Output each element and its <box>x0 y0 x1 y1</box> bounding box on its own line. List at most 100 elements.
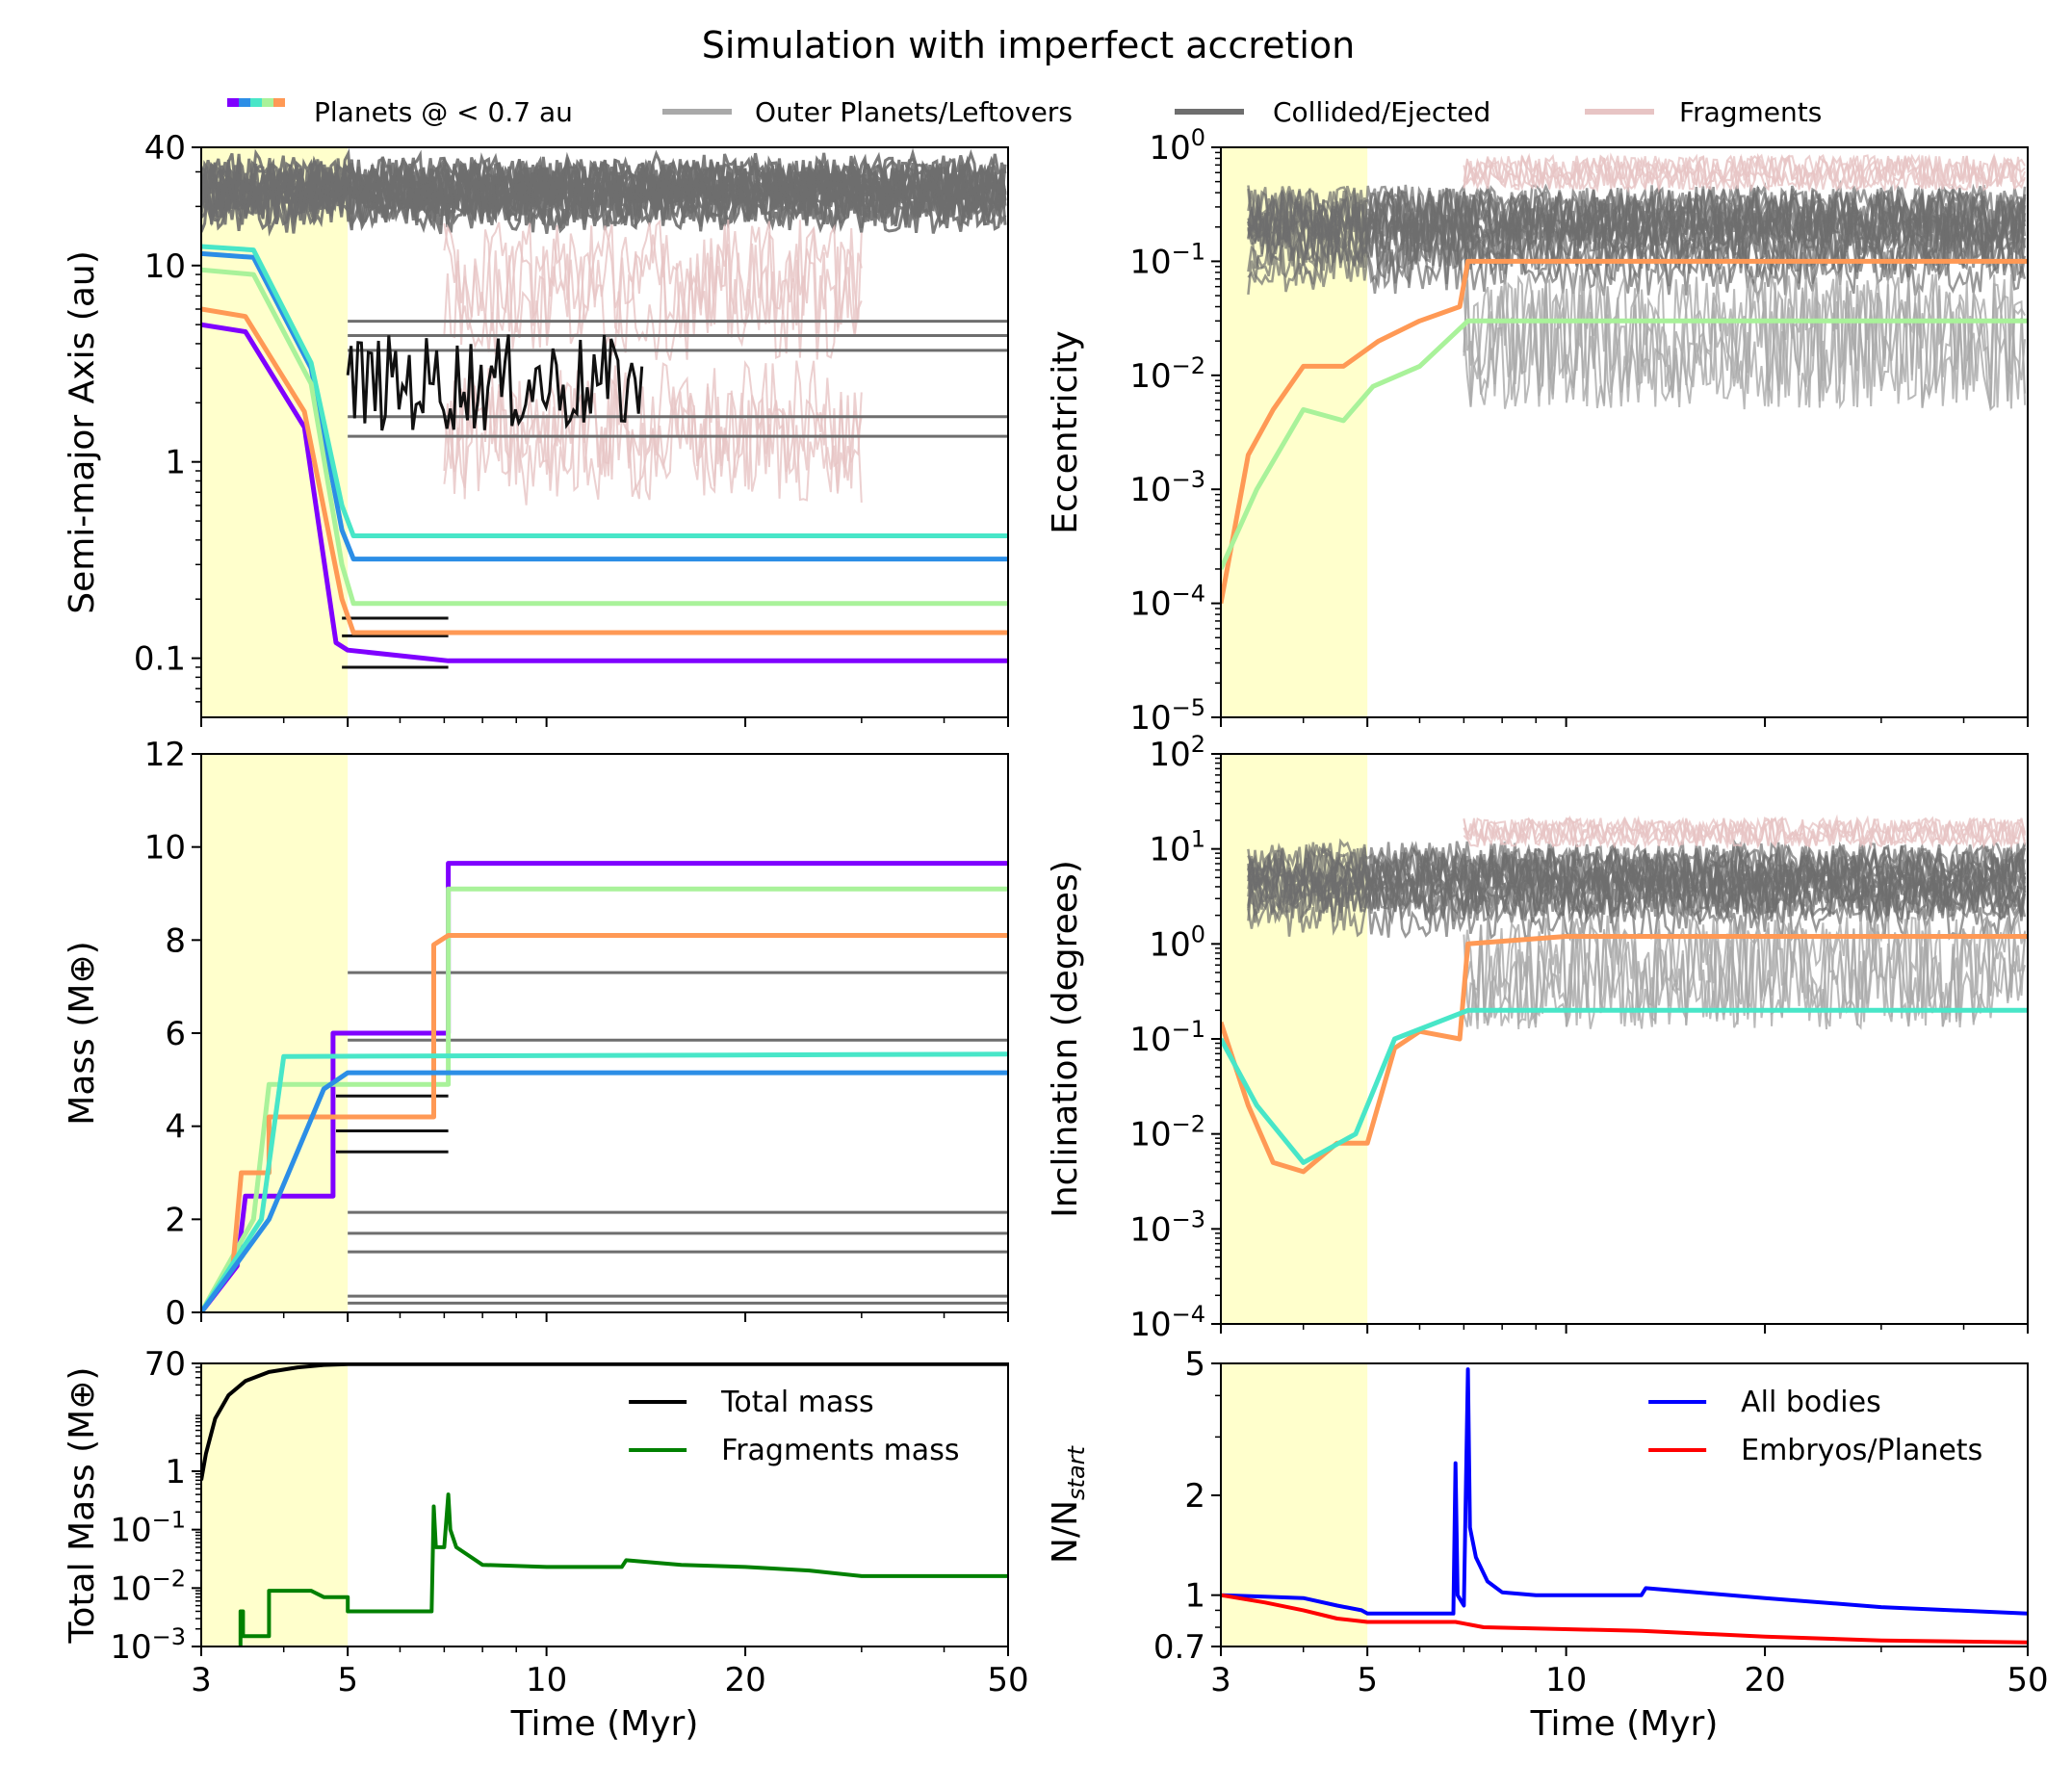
outer-trajectory <box>1247 866 2027 920</box>
fragment-trajectory <box>443 243 863 361</box>
y-tick-label: 10−3 <box>110 1623 186 1667</box>
shaded-region <box>201 754 349 1312</box>
y-axis-label: Total Mass (M⊕) <box>63 1367 102 1645</box>
x-tick-label: 50 <box>987 1661 1028 1699</box>
plot-frame <box>200 146 1009 718</box>
y-tick-label: 10−1 <box>1129 1016 1205 1059</box>
series-line-lightgreen <box>201 267 1008 607</box>
outer-trajectory <box>201 174 1006 232</box>
x-tick-label: 50 <box>2007 1661 2048 1699</box>
shaded-region <box>1221 754 1368 1324</box>
panel-inclination: 102 101 100 10−1 10−2 10−3 10−4 Inclination (de… <box>1046 731 2029 1344</box>
series-line-cyan <box>201 244 1008 538</box>
plot-area <box>1221 147 2028 717</box>
series-line-blue <box>201 1070 1008 1312</box>
x-tick-label: 20 <box>1744 1661 1785 1699</box>
y-axis-label: Inclination (degrees) <box>1046 860 1085 1218</box>
outer-trajectory <box>1247 236 2027 298</box>
series-line-lightgreen <box>201 886 1008 1312</box>
y-tick-label: 101 <box>1149 826 1205 869</box>
y-axis-label: Mass (M⊕) <box>63 941 102 1125</box>
fragment-trajectory <box>1463 153 2027 194</box>
shaded-region <box>201 1363 349 1646</box>
legend-planets-swatch <box>227 98 285 107</box>
fragment-trajectory <box>443 377 863 496</box>
series-line-fragments-mass <box>238 1492 1008 1646</box>
fragment-trajectory <box>1463 815 2026 850</box>
y-tick-label: 10−1 <box>1129 238 1205 281</box>
legend-label: All bodies <box>1741 1386 1881 1419</box>
y-tick-label: 102 <box>1149 731 1205 774</box>
y-axis-label: Semi-major Axis (au) <box>63 250 102 614</box>
y-tick-label: 100 <box>1149 124 1205 168</box>
series-line-embryos-planets <box>1221 1593 2028 1645</box>
series-line-orange <box>201 306 1008 635</box>
y-tick-label: 10−4 <box>1129 1301 1205 1344</box>
panel-semimajor: 40 10 1 0.1 Semi-major Axis (au) <box>63 129 1009 727</box>
series-line-orange <box>201 933 1008 1312</box>
outer-trajectory <box>1247 184 2026 246</box>
x-axis-label: Time (Myr) <box>1530 1704 1719 1744</box>
ejected-trajectory <box>346 334 644 431</box>
outer-trajectory <box>201 164 1007 221</box>
plot-frame <box>1220 1362 2029 1647</box>
y-axis-label: Eccentricity <box>1046 330 1085 533</box>
plot-area <box>201 147 1008 717</box>
y-tick-label: 10−3 <box>1129 1206 1205 1249</box>
y-tick-label: 10−2 <box>110 1565 186 1608</box>
shaded-region <box>1221 1363 1368 1646</box>
series-line-orange <box>1221 934 2028 1175</box>
x-tick-label: 10 <box>526 1661 567 1699</box>
y-tick-label: 6 <box>165 1015 186 1053</box>
plot-area <box>201 754 1008 1312</box>
x-tick-label: 10 <box>1545 1661 1587 1699</box>
y-tick-label: 10−4 <box>1129 581 1205 624</box>
series-line-purple <box>201 322 1008 663</box>
legend-label: Total mass <box>720 1386 873 1419</box>
x-tick-label: 5 <box>337 1661 358 1699</box>
figure-title: Simulation with imperfect accretion <box>702 24 1356 66</box>
y-tick-label: 70 <box>144 1345 186 1384</box>
x-tick-label: 5 <box>1357 1661 1378 1699</box>
y-tick-label: 0.7 <box>1153 1628 1205 1667</box>
y-tick-label: 10−2 <box>1129 1111 1205 1154</box>
y-tick-label: 1 <box>1184 1577 1205 1616</box>
legend-label: Embryos/Planets <box>1741 1434 1982 1467</box>
y-tick-label: 10 <box>144 247 186 286</box>
series-line-all-bodies <box>1221 1367 2028 1616</box>
y-tick-label: 10 <box>144 829 186 868</box>
y-tick-label: 10−2 <box>1129 352 1205 396</box>
leftover-trajectory <box>1463 915 2027 1030</box>
fragment-trajectory <box>1463 152 2026 193</box>
series-line-cyan <box>1221 1007 2028 1165</box>
y-tick-label: 40 <box>144 129 186 168</box>
legend-collided-label: Collided/Ejected <box>1273 96 1490 128</box>
legend-outer-label: Outer Planets/Leftovers <box>755 96 1073 128</box>
plot-area <box>201 1363 1008 1646</box>
plot-frame <box>1220 146 2029 718</box>
y-tick-label: 4 <box>165 1108 186 1147</box>
y-tick-label: 100 <box>1149 920 1205 964</box>
y-tick-label: 2 <box>165 1201 186 1239</box>
panel-nbodies: 5 2 1 0.73 5 10 20 50 Time (Myr) N/Nstart All bodi… <box>1046 1345 2049 1744</box>
y-tick-label: 8 <box>165 921 186 960</box>
fragment-trajectory <box>1463 816 2027 849</box>
y-tick-label: 0 <box>165 1294 186 1333</box>
panel-totalmass: 70 1 10−1 10−2 10−33 5 10 20 50 Time (Myr) Total M… <box>63 1345 1029 1744</box>
y-tick-label: 12 <box>144 736 186 774</box>
y-tick-label: 10−3 <box>1129 466 1205 509</box>
series-line-cyan <box>201 1051 1008 1312</box>
leftover-trajectory <box>1463 915 2027 1029</box>
plot-frame <box>200 1362 1009 1647</box>
panel-eccentricity: 100 10−1 10−2 10−3 10−4 10−5 Eccentricity <box>1046 124 2029 738</box>
x-tick-label: 3 <box>191 1661 212 1699</box>
legend-planets-label: Planets @ < 0.7 au <box>314 96 573 128</box>
legend-label: Fragments mass <box>721 1434 959 1467</box>
outer-trajectory <box>1247 192 2027 253</box>
x-tick-label: 20 <box>724 1661 765 1699</box>
plot-area <box>1221 1363 2028 1646</box>
y-tick-label: 2 <box>1184 1477 1205 1516</box>
series-line-blue <box>201 250 1008 562</box>
y-tick-label: 5 <box>1184 1345 1205 1384</box>
